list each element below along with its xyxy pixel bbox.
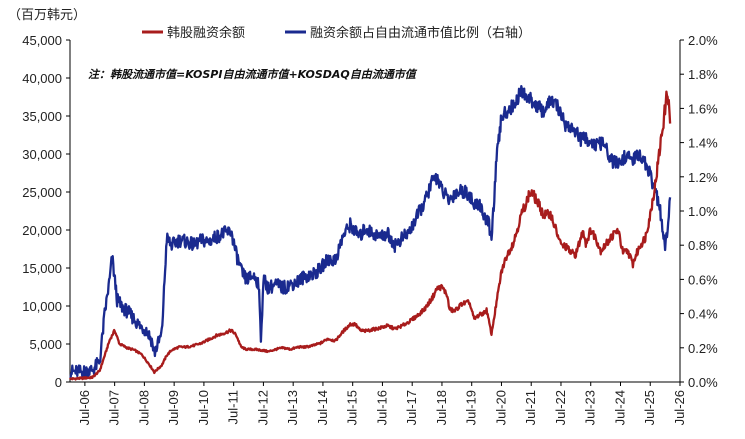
x-axis-tick-label: Jul-21 — [523, 390, 538, 425]
x-axis-tick-label: Jul-16 — [374, 390, 389, 425]
legend: 韩股融资余额 融资余额占自由流通市值比例（右轴） — [142, 25, 531, 41]
x-axis-tick-label: Jul-15 — [345, 390, 360, 425]
x-axis-tick-label: Jul-11 — [226, 390, 241, 424]
x-axis-tick-label: Jul-20 — [493, 390, 508, 425]
left-axis-tick-label: 15,000 — [22, 261, 62, 276]
x-axis-tick-label: Jul-09 — [166, 390, 181, 425]
x-axis-tick-label: Jul-10 — [196, 390, 211, 425]
left-axis-unit-label: （百万韩元） — [8, 8, 86, 23]
left-axis-tick-label: 0 — [55, 375, 62, 390]
x-axis-tick-label: Jul-19 — [464, 390, 479, 425]
x-axis-tick-label: Jul-07 — [107, 390, 122, 425]
x-axis-tick-label: Jul-14 — [315, 390, 330, 425]
right-axis-tick-label: 1.0% — [688, 204, 718, 219]
x-axis-tick-label: Jul-17 — [404, 390, 419, 425]
right-axis-tick-label: 0.2% — [688, 341, 718, 356]
left-axis-tick-label: 45,000 — [22, 33, 62, 48]
x-axis-tick-label: Jul-08 — [136, 390, 151, 425]
x-axis-tick-label: Jul-26 — [672, 390, 687, 425]
right-axis-tick-label: 0.6% — [688, 272, 718, 287]
x-axis-tick-label: Jul-13 — [285, 390, 300, 425]
right-axis-tick-label: 1.6% — [688, 101, 718, 116]
x-axis-tick-label: Jul-25 — [642, 390, 657, 425]
right-axis-tick-label: 1.8% — [688, 67, 718, 82]
left-axis-tick-label: 25,000 — [22, 185, 62, 200]
right-axis-tick-label: 2.0% — [688, 33, 718, 48]
x-axis-tick-label: Jul-12 — [255, 390, 270, 425]
left-axis-tick-label: 40,000 — [22, 71, 62, 86]
left-axis-tick-label: 35,000 — [22, 109, 62, 124]
x-axis-tick-label: Jul-06 — [77, 390, 92, 425]
left-axis-tick-label: 30,000 — [22, 147, 62, 162]
legend-label-margin-balance: 韩股融资余额 — [167, 25, 245, 41]
x-axis-tick-label: Jul-24 — [612, 390, 627, 425]
right-axis-tick-label: 1.2% — [688, 170, 718, 185]
chart-note: 注：韩股流通市值=KOSPI自由流通市值+KOSDAQ自由流通市值 — [88, 68, 418, 81]
series-line-margin-ratio — [69, 84, 672, 380]
right-axis-tick-label: 1.4% — [688, 136, 718, 151]
x-axis-tick-label: Jul-18 — [434, 390, 449, 425]
series-line-margin-balance — [68, 90, 672, 381]
left-axis-tick-label: 20,000 — [22, 223, 62, 238]
right-axis-tick-label: 0.8% — [688, 238, 718, 253]
series-layer — [68, 84, 672, 381]
axes: 0 5,000 10,000 15,000 20,000 25,000 30,000 35,0… — [22, 33, 718, 425]
x-axis-tick-label: Jul-23 — [583, 390, 598, 425]
right-axis-tick-label: 0.0% — [688, 375, 718, 390]
left-axis-tick-label: 5,000 — [29, 337, 62, 352]
legend-label-margin-ratio: 融资余额占自由流通市值比例（右轴） — [310, 25, 531, 41]
x-axis-tick-label: Jul-22 — [553, 390, 568, 425]
left-axis-tick-label: 10,000 — [22, 299, 62, 314]
right-axis-tick-label: 0.4% — [688, 307, 718, 322]
